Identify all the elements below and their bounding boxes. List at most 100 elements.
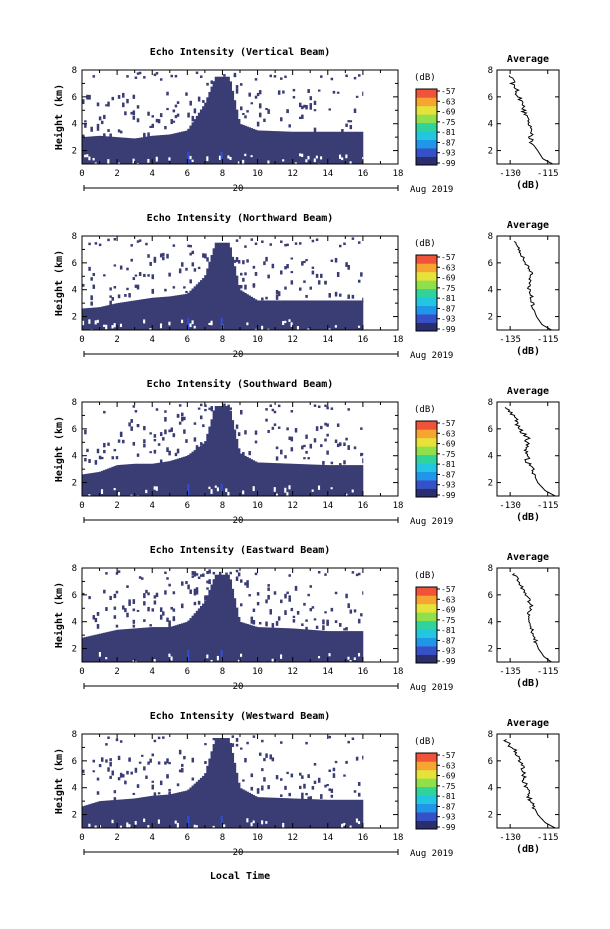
echo-gap — [82, 320, 85, 326]
echo-speckle — [168, 429, 171, 433]
echo-speckle — [84, 123, 87, 128]
echo-column — [94, 136, 98, 164]
echo-speckle — [252, 735, 256, 738]
echo-gap — [275, 661, 279, 666]
echo-speckle — [122, 102, 125, 108]
echo-speckle — [143, 132, 146, 137]
echo-column — [189, 787, 192, 828]
echo-speckle — [103, 449, 106, 454]
x-tick-label: 14 — [322, 501, 333, 511]
echo-column — [191, 288, 195, 330]
echo-speckle — [164, 571, 167, 575]
echo-speckle — [235, 424, 239, 429]
echo-speckle — [147, 592, 150, 596]
echo-column — [143, 627, 146, 662]
echo-speckle — [143, 601, 146, 606]
echo-column — [113, 136, 117, 164]
echo-gap — [134, 661, 138, 665]
echo-gap — [195, 825, 199, 828]
echo-speckle — [252, 265, 256, 269]
echo-column — [82, 308, 85, 330]
echo-column — [132, 628, 136, 662]
echo-speckle — [100, 456, 104, 460]
echo-speckle — [113, 264, 117, 267]
echo-column — [231, 90, 235, 164]
echo-speckle — [164, 410, 167, 413]
echo-speckle — [341, 129, 344, 133]
echo-speckle — [273, 423, 277, 427]
echo-column — [170, 134, 173, 164]
echo-speckle — [280, 794, 283, 797]
echo-speckle — [357, 792, 361, 796]
echo-gap — [174, 820, 178, 824]
echo-column — [197, 779, 201, 828]
y-tick-label: 2 — [72, 147, 77, 157]
echo-column — [246, 294, 249, 330]
echo-speckle — [153, 739, 157, 743]
echo-speckle — [111, 456, 114, 460]
echo-speckle — [151, 115, 155, 118]
echo-speckle — [172, 591, 176, 595]
echo-speckle — [168, 272, 171, 277]
echo-speckle — [136, 105, 140, 109]
echo-speckle — [193, 588, 197, 592]
echo-column — [362, 131, 364, 164]
echo-speckle — [250, 619, 254, 624]
echo-column — [153, 463, 157, 496]
echo-column — [216, 406, 220, 496]
echo-column — [124, 464, 127, 496]
echo-column — [235, 275, 239, 330]
echo-speckle — [332, 773, 336, 778]
echo-speckle — [353, 108, 357, 114]
colorbar-segment — [416, 148, 437, 157]
echo-speckle — [113, 238, 117, 241]
echo-column — [246, 456, 249, 496]
echo-speckle — [202, 100, 205, 103]
echo-gap — [261, 325, 264, 330]
echo-column — [181, 457, 184, 496]
echo-speckle — [275, 775, 279, 780]
echo-speckle — [199, 574, 203, 577]
echo-speckle — [265, 256, 268, 262]
echo-gap — [176, 822, 180, 828]
echo-column — [162, 462, 165, 496]
echo-speckle — [273, 75, 277, 78]
echo-speckle — [105, 743, 108, 746]
echo-column — [229, 81, 232, 164]
echo-speckle — [324, 422, 327, 426]
echo-column — [360, 631, 363, 662]
echo-speckle — [324, 280, 327, 285]
echo-speckle — [170, 119, 173, 125]
echo-column — [122, 302, 125, 330]
echo-speckle — [301, 105, 304, 110]
echo-speckle — [313, 127, 317, 133]
echo-speckle — [290, 257, 294, 260]
echo-speckle — [345, 74, 348, 78]
echo-gap — [301, 153, 304, 158]
echo-gap — [317, 163, 321, 167]
panel-title: Echo Intensity (Eastward Beam) — [150, 544, 331, 556]
x-tick-label: 18 — [393, 335, 404, 345]
echo-column — [88, 636, 91, 662]
echo-speckle — [265, 296, 268, 300]
echo-speckle — [305, 294, 308, 298]
echo-speckle — [147, 111, 150, 116]
echo-speckle — [166, 774, 169, 778]
echo-speckle — [315, 238, 319, 241]
echo-column — [351, 631, 355, 662]
echo-column — [233, 100, 237, 164]
x-tick-label: 8 — [220, 335, 225, 345]
echo-speckle — [290, 447, 294, 452]
echo-column — [185, 293, 188, 330]
colorbar-tick-label: -99 — [441, 491, 456, 500]
echo-speckle — [134, 284, 138, 288]
date-label: Aug 2019 — [410, 517, 453, 527]
echo-column — [185, 790, 188, 828]
echo-speckle — [166, 253, 169, 259]
echo-column — [353, 631, 357, 662]
echo-speckle — [195, 587, 199, 593]
echo-column — [183, 131, 186, 164]
average-x-title: (dB) — [516, 678, 540, 689]
